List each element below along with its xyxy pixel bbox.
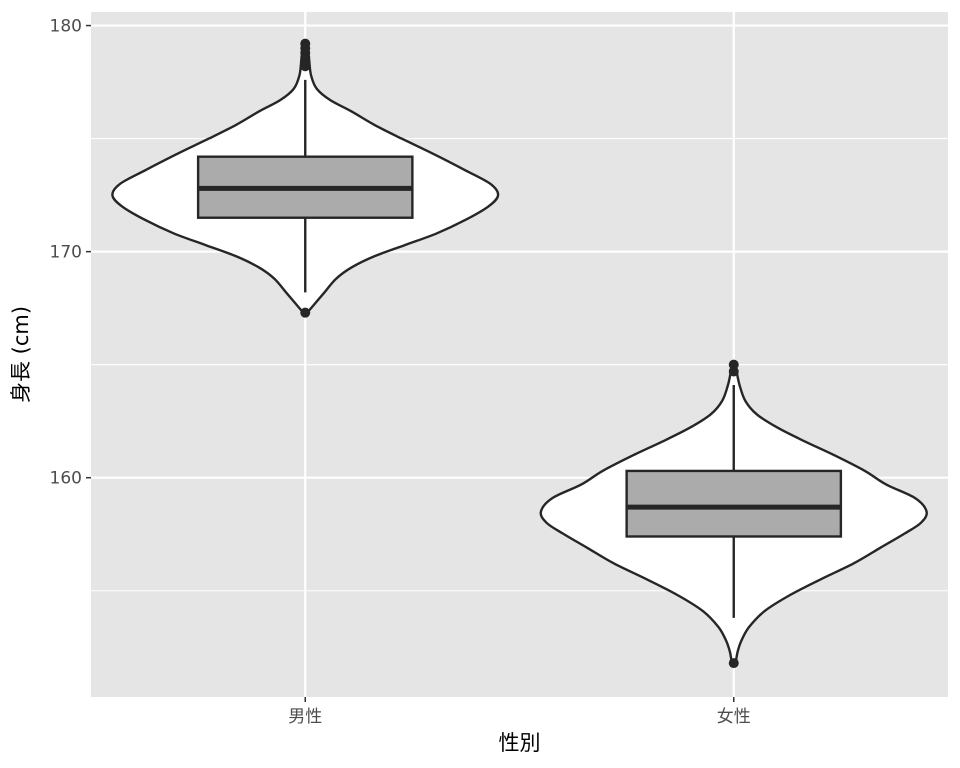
- x-axis-title: 性別: [499, 731, 541, 755]
- violin-group: [111, 38, 500, 318]
- violins: [111, 38, 928, 669]
- plot-panel: [91, 12, 948, 697]
- outlier-point: [728, 359, 739, 370]
- x-tick-label: 女性: [717, 707, 751, 727]
- y-tick-label: 160: [50, 469, 82, 489]
- axis-ticks: [86, 24, 735, 702]
- violin-group: [539, 359, 928, 669]
- y-tick-label: 180: [50, 17, 82, 37]
- axis-labels: 160 170 180 男性 女性: [50, 17, 751, 727]
- x-tick-label: 男性: [288, 707, 322, 727]
- outlier-point: [300, 307, 311, 318]
- box: [625, 469, 843, 538]
- y-tick-label: 170: [50, 243, 82, 263]
- outlier-point: [728, 658, 739, 669]
- y-axis-title: 身長 (cm): [9, 306, 33, 403]
- outlier-point: [300, 38, 311, 49]
